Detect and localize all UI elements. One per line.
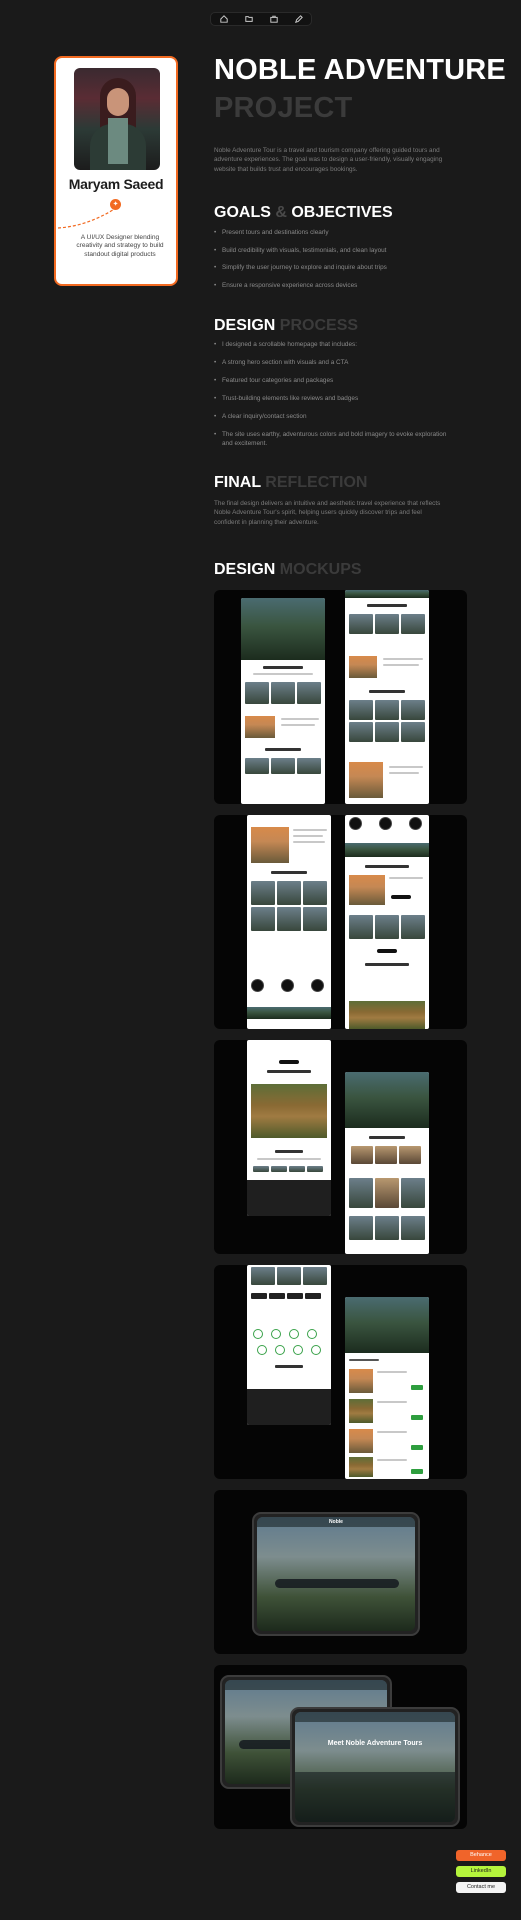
behance-button[interactable]: Behance <box>456 1850 506 1861</box>
list-item: I designed a scrollable homepage that in… <box>214 341 454 350</box>
reflection-heading: FINAL REFLECTION <box>214 474 368 491</box>
list-item: A clear inquiry/contact section <box>214 413 454 422</box>
mockup-screen <box>247 1265 331 1425</box>
mockup-screen <box>345 590 429 804</box>
project-intro: Noble Adventure Tour is a travel and tou… <box>214 147 443 173</box>
mockup-5: Noble <box>214 1490 467 1654</box>
reflection-text: The final design delivers an intuitive a… <box>214 500 441 526</box>
avatar <box>74 68 160 170</box>
profile-tagline: A UI/UX Designer blending creativity and… <box>76 234 164 258</box>
mockups-heading: DESIGN MOCKUPS <box>214 561 362 578</box>
list-item: Build credibility with visuals, testimon… <box>214 247 454 256</box>
linkedin-button[interactable]: LinkedIn <box>456 1866 506 1877</box>
tablet-mockup: Meet Noble Adventure Tours <box>290 1707 460 1827</box>
process-list: I designed a scrollable homepage that in… <box>214 341 454 449</box>
tablet-logo: Noble <box>329 1519 343 1525</box>
mockup-6: Meet Noble Adventure Tours <box>214 1665 467 1829</box>
briefcase-icon <box>269 15 278 23</box>
flame-icon: ✦ <box>110 199 121 210</box>
dashed-curve-decoration <box>58 207 117 229</box>
goals-list: Present tours and destinations clearly B… <box>214 229 454 290</box>
mockup-screen <box>345 1072 429 1254</box>
list-item: Trust-building elements like reviews and… <box>214 395 454 404</box>
nav-home-button[interactable] <box>216 13 232 25</box>
project-title: NOBLE ADVENTURE <box>214 54 506 86</box>
top-navigation <box>210 12 312 26</box>
edit-icon <box>294 15 303 23</box>
mockup-screen <box>345 1297 429 1479</box>
nav-briefcase-button[interactable] <box>266 13 282 25</box>
mockup-1 <box>214 590 467 804</box>
list-item: Featured tour categories and packages <box>214 377 454 386</box>
nav-edit-button[interactable] <box>291 13 307 25</box>
list-item: A strong hero section with visuals and a… <box>214 359 454 368</box>
list-item: Simplify the user journey to explore and… <box>214 264 454 273</box>
tablet-hero-text: Meet Noble Adventure Tours <box>327 1740 423 1747</box>
process-heading: DESIGN PROCESS <box>214 317 359 334</box>
folder-icon <box>244 16 253 22</box>
mockup-3 <box>214 1040 467 1254</box>
home-icon <box>219 15 228 23</box>
tablet-mockup: Noble <box>252 1512 420 1636</box>
mockup-screen <box>247 815 331 1029</box>
mockup-screen <box>247 1040 331 1216</box>
list-item: Present tours and destinations clearly <box>214 229 454 238</box>
project-subtitle: PROJECT <box>214 92 353 124</box>
list-item: The site uses earthy, adventurous colors… <box>214 431 454 448</box>
mockup-2 <box>214 815 467 1029</box>
goals-heading: GOALS & OBJECTIVES <box>214 204 393 221</box>
contact-me-button[interactable]: Contact me <box>456 1882 506 1893</box>
mockup-screen <box>345 815 429 1029</box>
profile-card: Maryam Saeed ✦ A UI/UX Designer blending… <box>54 56 178 286</box>
list-item: Ensure a responsive experience across de… <box>214 282 454 291</box>
mockup-4 <box>214 1265 467 1479</box>
profile-name: Maryam Saeed <box>68 176 164 192</box>
mockup-screen <box>241 598 325 804</box>
nav-folder-button[interactable] <box>241 13 257 25</box>
